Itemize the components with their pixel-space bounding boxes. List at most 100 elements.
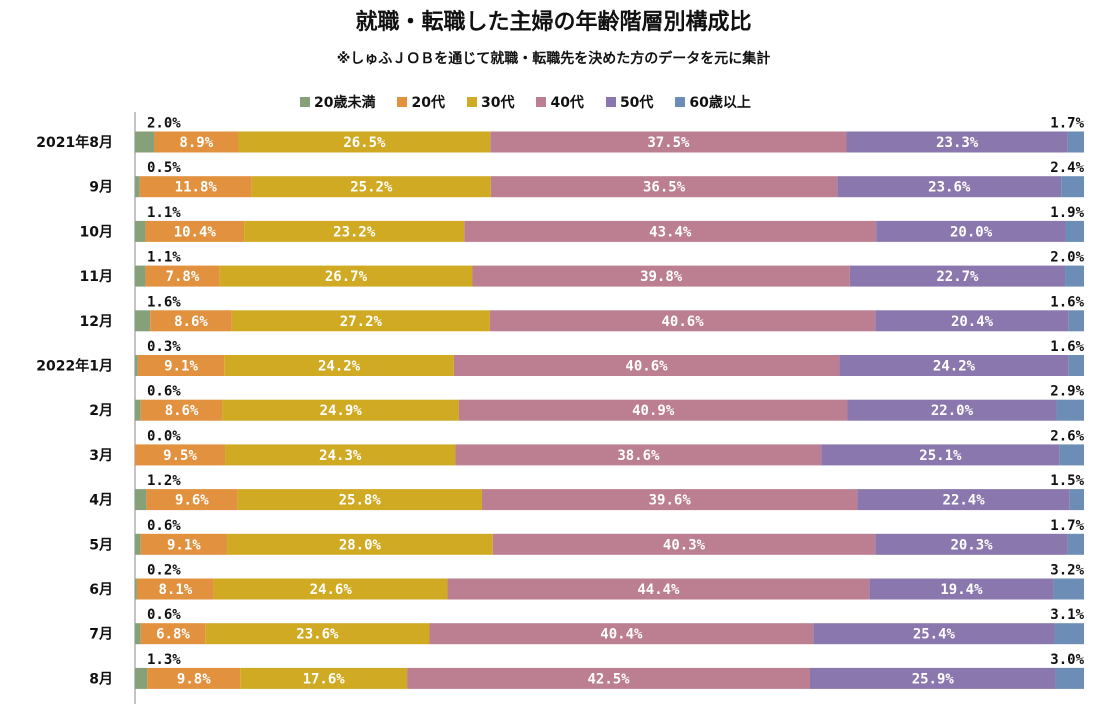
bar-segment (136, 578, 214, 600)
bar-segment (225, 444, 456, 466)
data-label: 19.4% (940, 582, 983, 598)
bar-segment (224, 355, 454, 376)
data-label: 1.6% (1050, 294, 1084, 310)
data-label: 25.1% (919, 448, 962, 464)
bar-segment (847, 399, 1057, 421)
legend-label: 50代 (619, 95, 654, 111)
bar-segment (869, 578, 1054, 600)
data-label: 23.2% (333, 224, 376, 240)
category-label: 2月 (89, 403, 113, 419)
data-label: 0.5% (147, 160, 181, 176)
legend-swatch (300, 97, 310, 107)
data-label: 39.6% (649, 493, 692, 509)
data-label: 9.8% (177, 671, 211, 687)
category-label: 5月 (89, 537, 113, 553)
category-label: 11月 (80, 269, 113, 285)
bar-segment (810, 667, 1056, 689)
legend-item: 60歳以上 (675, 92, 751, 112)
bar-segment (140, 399, 223, 421)
category-label: 6月 (89, 582, 113, 598)
data-label: 36.5% (643, 180, 686, 196)
bar-segment (153, 131, 239, 153)
data-label: 9.6% (175, 493, 209, 509)
legend-label: 60歳以上 (689, 95, 751, 111)
data-label: 0.6% (147, 518, 181, 534)
bar-segment (490, 176, 838, 198)
bar-segment (490, 131, 847, 153)
data-label: 8.6% (174, 314, 208, 330)
data-label: 20.4% (951, 314, 994, 330)
data-label: 0.3% (147, 339, 181, 355)
legend-item: 50代 (605, 92, 654, 112)
data-label: 1.3% (147, 652, 181, 668)
bar-segment (145, 220, 245, 242)
data-label: 43.4% (649, 224, 692, 240)
data-label: 25.4% (913, 627, 956, 643)
data-label: 23.3% (936, 135, 979, 151)
bar-segment (1054, 623, 1084, 645)
data-label: 28.0% (339, 537, 382, 553)
bar-segment (140, 623, 206, 645)
data-label: 2.4% (1050, 160, 1084, 176)
data-label: 3.0% (1050, 652, 1084, 668)
data-label: 40.4% (600, 627, 643, 643)
bar-segment (244, 220, 465, 242)
data-label: 0.6% (147, 384, 181, 400)
bar-segment (135, 220, 146, 242)
data-label: 1.6% (147, 294, 181, 310)
bar-segment (492, 533, 876, 555)
data-label: 2.0% (1050, 250, 1084, 266)
bar-segment (876, 220, 1066, 242)
bar-segment (205, 623, 430, 645)
data-label: 26.7% (325, 269, 368, 285)
data-label: 23.6% (296, 627, 339, 643)
bar-segment (238, 131, 491, 153)
data-label: 6.8% (156, 627, 190, 643)
data-label: 1.1% (147, 205, 181, 221)
bar-segment (135, 310, 151, 332)
data-label: 0.2% (147, 563, 181, 579)
bar-segment (429, 623, 814, 645)
data-label: 40.6% (625, 359, 668, 375)
data-label: 1.7% (1050, 116, 1084, 132)
data-label: 10.4% (174, 224, 217, 240)
bar-segment (489, 310, 876, 332)
chart-title: 就職・転職した主婦の年齢階層別構成比 (355, 10, 752, 35)
bar-segment (458, 399, 848, 421)
bar-segment (1068, 310, 1084, 332)
data-label: 17.6% (303, 671, 346, 687)
data-label: 26.5% (343, 135, 386, 151)
data-label: 8.6% (165, 403, 199, 419)
data-label: 8.1% (159, 582, 193, 598)
data-label: 24.6% (310, 582, 353, 598)
bar-segment (135, 444, 226, 466)
data-label: 40.3% (663, 537, 706, 553)
data-label: 1.7% (1050, 518, 1084, 534)
legend-swatch (675, 97, 686, 107)
data-label: 1.5% (1050, 473, 1084, 489)
data-label: 2.6% (1050, 428, 1084, 444)
category-label: 10月 (80, 224, 113, 240)
data-label: 22.7% (936, 269, 979, 285)
legend-item: 20歳未満 (300, 92, 375, 112)
legend-label: 20代 (411, 95, 445, 111)
bar-segment (135, 131, 154, 153)
data-label: 39.8% (640, 269, 683, 285)
bar-segment (135, 265, 146, 287)
data-label: 2.0% (147, 116, 181, 132)
bar-segment (875, 533, 1068, 555)
bar-segment (222, 399, 459, 421)
data-label: 24.2% (318, 359, 361, 375)
bar-segment (135, 399, 141, 421)
data-label: 37.5% (647, 135, 690, 151)
data-label: 1.6% (1050, 339, 1084, 355)
bar-segment (481, 489, 858, 511)
category-label: 7月 (89, 627, 113, 643)
bar-segment (1053, 578, 1084, 600)
data-label: 42.5% (587, 671, 630, 687)
bar-segment (135, 578, 137, 600)
bar-segment (1069, 489, 1084, 511)
data-label: 25.2% (350, 180, 393, 196)
legend-swatch (536, 97, 547, 107)
bar-segment (145, 265, 220, 287)
